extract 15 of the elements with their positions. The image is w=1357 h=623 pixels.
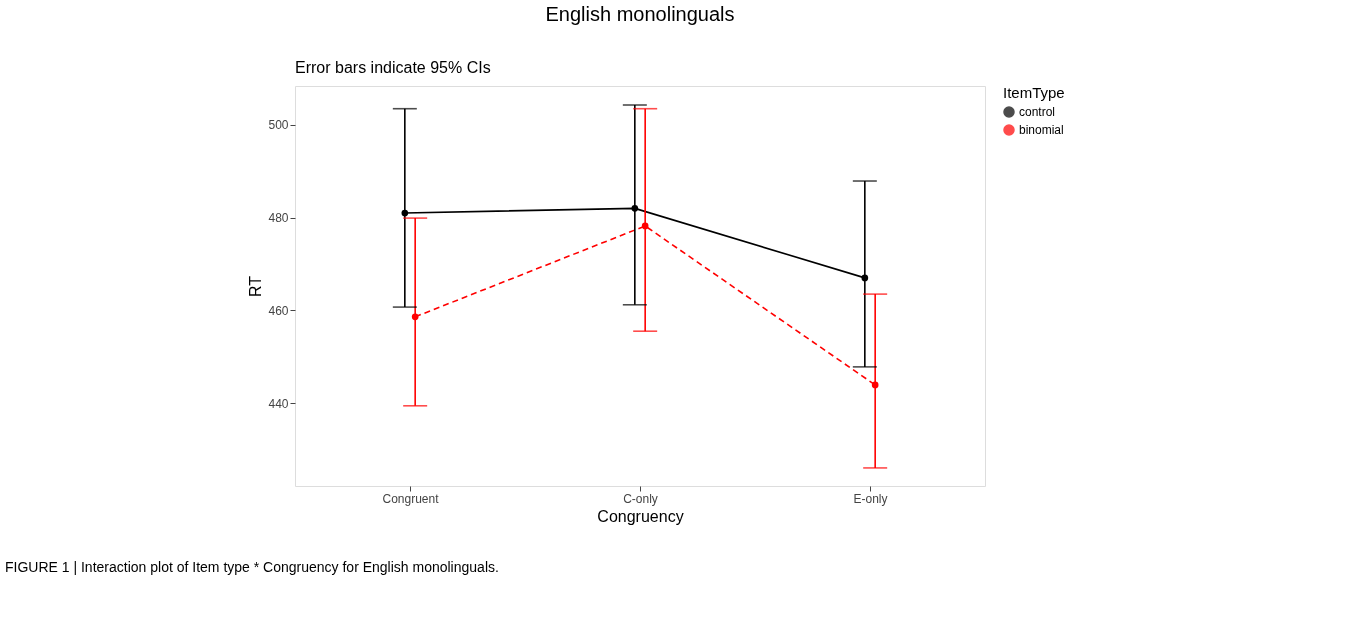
legend-label: binomial (1019, 123, 1064, 137)
y-tick-label: 460 (268, 303, 289, 318)
x-tick-label: Congruent (382, 491, 440, 506)
caption: FIGURE 1 | Interaction plot of Item type * Congruency for English monolinguals. (5, 559, 499, 575)
chart-title: English monolinguals (545, 3, 735, 25)
chart-subtitle: Error bars indicate 95% CIs (295, 59, 491, 76)
legend-title: ItemType (1003, 84, 1065, 101)
y-tick-label: 480 (268, 211, 289, 226)
x-axis-title: Congruency (597, 507, 684, 525)
y-tick-label: 440 (268, 396, 289, 411)
y-axis-title: RT (247, 275, 265, 298)
x-tick-label: E-only (853, 491, 888, 506)
y-tick-label: 500 (268, 118, 289, 133)
legend-label: control (1019, 105, 1056, 119)
x-tick-label: C-only (623, 491, 658, 506)
